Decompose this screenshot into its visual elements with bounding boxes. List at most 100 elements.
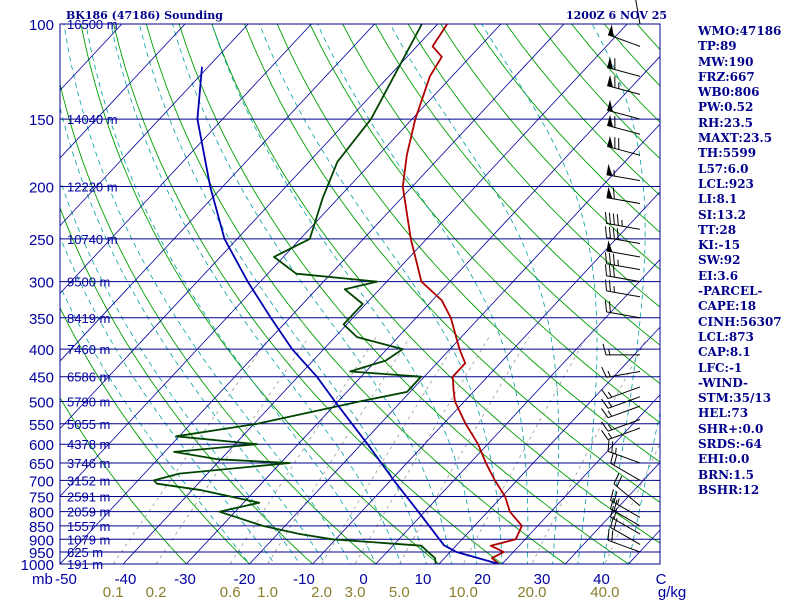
dry-adiabat [407, 24, 660, 308]
isotherm [60, 24, 439, 430]
dry-adiabat [374, 24, 660, 346]
mixing-ratio-line [398, 336, 530, 564]
temperature-tick-label: -50 [55, 571, 77, 588]
index-item: L57:6.0 [698, 161, 749, 176]
pressure-label: 600 [29, 437, 54, 454]
moist-adiabat [211, 24, 478, 564]
height-label: 1557 m [67, 519, 110, 534]
moist-adiabat [259, 24, 503, 564]
wind-barb [610, 516, 641, 545]
height-label: 9500 m [67, 275, 110, 290]
pressure-label: 650 [29, 456, 54, 473]
isotherm [60, 24, 502, 497]
mixing-ratio-line [604, 443, 660, 564]
temperature-tick-label: 20 [474, 571, 491, 588]
index-item: LI:8.1 [698, 192, 738, 207]
mixing-ratio-tick-label: 10.0 [449, 584, 478, 600]
wind-barb [610, 489, 641, 518]
temperature-tick-label: -10 [293, 571, 315, 588]
wind-barb [606, 240, 641, 258]
plot-frame [59, 23, 661, 565]
mixing-ratio-tick-label: 0.1 [103, 584, 124, 600]
wind-barb [607, 56, 641, 77]
dry-adiabat [80, 24, 440, 564]
wind-barb [606, 163, 641, 182]
moist-adiabat [138, 24, 427, 564]
index-item: LCL:873 [698, 329, 754, 344]
moist-adiabat [317, 24, 529, 564]
dry-adiabat [113, 24, 503, 564]
height-label: 6586 m [67, 370, 110, 385]
pressure-label: 800 [29, 505, 54, 522]
pressure-label: 950 [29, 545, 54, 562]
isotherm [312, 191, 660, 564]
mixing-ratio-tick-label: 0.6 [220, 584, 241, 600]
pressure-label: 700 [29, 473, 54, 490]
index-item: WMO:47186 [698, 24, 782, 38]
index-item: HEL:73 [698, 406, 749, 421]
index-item: BSHR:12 [698, 482, 760, 497]
index-item: SHR+:0.0 [698, 421, 764, 436]
height-label: 625 m [67, 545, 103, 560]
height-label: 8419 m [67, 311, 110, 326]
pressure-label: 300 [29, 275, 54, 292]
moist-adiabat [60, 284, 250, 564]
mixing-ratio-unit-label: g/kg [658, 584, 686, 600]
wind-barb [607, 74, 641, 95]
index-item: RH:23.5 [698, 115, 753, 130]
moist-adiabat [60, 235, 276, 564]
wind-barb [604, 300, 641, 319]
wind-barb [610, 452, 641, 481]
wind-barb [607, 99, 641, 120]
moist-adiabat [60, 178, 301, 564]
height-label: 4378 m [67, 437, 110, 452]
dry-adiabat [145, 24, 567, 564]
temperature-tick-label: 30 [534, 571, 551, 588]
index-item: SW:92 [698, 253, 741, 268]
index-item: SI:13.2 [698, 207, 746, 222]
index-item: TH:5599 [698, 146, 757, 161]
temperature-tick-label: -40 [115, 571, 137, 588]
height-label: 16500 m [67, 17, 118, 32]
isotherm [60, 24, 312, 294]
index-item: MAXT:23.5 [698, 131, 773, 146]
temperature-tick-label: C [656, 571, 667, 588]
wind-barb [604, 212, 641, 230]
moist-adiabat [172, 24, 453, 564]
index-item: EI:3.6 [698, 268, 739, 283]
isotherm [60, 24, 565, 564]
height-label: 2059 m [67, 505, 110, 520]
mixing-ratio-tick-label: 3.0 [345, 584, 366, 600]
height-label: 5055 m [67, 417, 110, 432]
pressure-label: 250 [29, 232, 54, 249]
pressure-label: 350 [29, 311, 54, 328]
wind-barb [602, 343, 640, 356]
index-item: LFC:-1 [698, 360, 743, 375]
wind-barb [604, 264, 641, 283]
height-label: 191 m [67, 557, 103, 572]
wind-barb [601, 366, 641, 378]
pressure-unit-label: mb [32, 571, 53, 588]
index-item: -PARCEL- [698, 284, 763, 299]
moist-adiabat [110, 24, 402, 564]
wind-barb [604, 279, 641, 298]
dry-adiabat [440, 24, 660, 271]
indices-panel: WMO:47186 TP:89 MW:190 FRZ:667 WB0:806 PW:0.5… [698, 24, 798, 498]
index-item: FRZ:667 [698, 69, 755, 84]
pressure-label: 200 [29, 180, 54, 197]
parcel-line [196, 66, 500, 564]
moist-adiabat [591, 24, 646, 564]
wind-barb [601, 386, 641, 400]
index-item: TP:89 [698, 39, 737, 54]
pressure-label: 450 [29, 370, 54, 387]
wind-barb [606, 186, 641, 205]
height-label: 3746 m [67, 456, 110, 471]
pressure-label: 750 [29, 490, 54, 507]
index-item: CINH:56307 [698, 314, 782, 329]
dry-adiabat [60, 396, 187, 564]
chart-time: 1200Z 6 NOV 25 [566, 9, 668, 22]
index-item: MW:190 [698, 54, 754, 69]
index-item: BRN:1.5 [698, 467, 754, 482]
isotherm [60, 24, 249, 227]
